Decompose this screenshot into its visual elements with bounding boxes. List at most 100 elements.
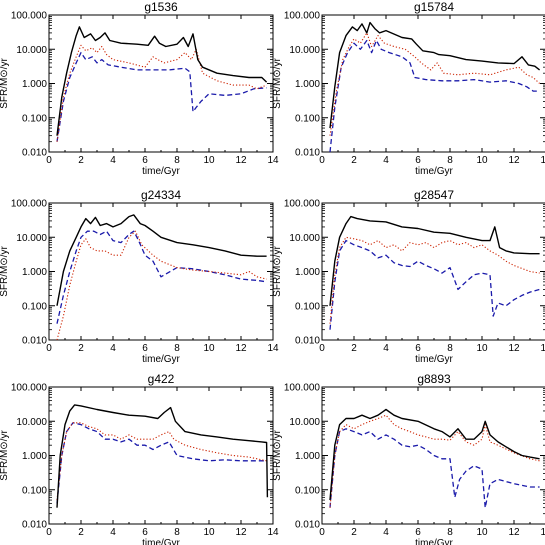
y-axis-label: SFR/M⊙/yr bbox=[0, 246, 10, 297]
plot-frame bbox=[321, 14, 545, 153]
y-tick-label: 0.010 bbox=[295, 148, 320, 159]
x-tick-label: 0 bbox=[46, 155, 52, 166]
y-axis-label: SFR/M⊙/yr bbox=[272, 58, 283, 109]
y-tick-label: 10.000 bbox=[289, 233, 320, 244]
series-line-dotted bbox=[329, 414, 540, 508]
y-axis-label: SFR/M⊙/yr bbox=[272, 246, 283, 297]
x-tick-label: 14 bbox=[267, 155, 279, 166]
y-tick-label: 0.010 bbox=[295, 520, 320, 531]
x-tick-label: 2 bbox=[351, 343, 357, 354]
x-tick-label: 12 bbox=[508, 155, 520, 166]
x-tick-label: 14 bbox=[267, 527, 279, 538]
x-tick-label: 8 bbox=[174, 155, 180, 166]
x-axis-label: time/Gyr bbox=[142, 166, 180, 177]
y-tick-label: 10.000 bbox=[289, 417, 320, 428]
y-tick-label: 10.000 bbox=[16, 233, 47, 244]
series-line-solid bbox=[56, 26, 268, 136]
x-tick-label: 0 bbox=[46, 343, 52, 354]
series-line-dotted bbox=[56, 44, 267, 142]
x-axis-label: time/Gyr bbox=[142, 538, 180, 545]
x-tick-label: 4 bbox=[383, 343, 389, 354]
y-tick-label: 100.000 bbox=[284, 383, 321, 394]
x-tick-label: 8 bbox=[174, 343, 180, 354]
x-tick-label: 4 bbox=[110, 527, 116, 538]
x-tick-label: 8 bbox=[447, 155, 453, 166]
series-line-dotted bbox=[56, 230, 267, 341]
y-tick-label: 0.100 bbox=[22, 113, 47, 124]
chart-panel: g1536 0 2 4 6 8 10 12 14 0.010 0.100 1.000 10.000 100… bbox=[0, 0, 279, 177]
x-tick-label: 10 bbox=[203, 155, 215, 166]
plot-frame bbox=[321, 202, 545, 341]
series-line-dashed bbox=[329, 239, 540, 330]
x-tick-label: 6 bbox=[142, 343, 148, 354]
series-line-solid bbox=[56, 404, 269, 508]
x-tick-label: 2 bbox=[78, 527, 84, 538]
x-axis-label: time/Gyr bbox=[142, 354, 180, 365]
y-tick-label: 100.000 bbox=[11, 383, 48, 394]
chart-title: g28547 bbox=[414, 188, 454, 202]
x-tick-label: 10 bbox=[203, 343, 215, 354]
x-tick-label: 8 bbox=[174, 527, 180, 538]
x-tick-label: 10 bbox=[203, 527, 215, 538]
y-tick-label: 0.100 bbox=[295, 113, 320, 124]
chart-panel: g422 0 2 4 6 8 10 12 14 0.010 0.100 1.000 10.000 100.… bbox=[0, 372, 279, 545]
x-tick-label: 6 bbox=[142, 155, 148, 166]
y-tick-label: 1.000 bbox=[22, 79, 47, 90]
x-tick-label: 10 bbox=[476, 155, 488, 166]
y-tick-label: 0.010 bbox=[22, 336, 47, 347]
x-tick-label: 8 bbox=[447, 527, 453, 538]
y-axis-label: SFR/M⊙/yr bbox=[272, 430, 283, 481]
series-line-solid bbox=[56, 214, 267, 306]
y-tick-label: 0.010 bbox=[22, 520, 47, 531]
y-tick-label: 1.000 bbox=[295, 267, 320, 278]
series-line-dashed bbox=[329, 39, 540, 153]
y-tick-label: 10.000 bbox=[16, 45, 47, 56]
x-tick-label: 4 bbox=[383, 527, 389, 538]
y-axis-label: SFR/M⊙/yr bbox=[0, 58, 10, 109]
x-tick-label: 10 bbox=[476, 527, 488, 538]
x-tick-label: 8 bbox=[447, 343, 453, 354]
y-tick-label: 100.000 bbox=[11, 11, 48, 22]
x-tick-label: 0 bbox=[319, 343, 325, 354]
x-tick-label: 14 bbox=[267, 343, 279, 354]
y-tick-label: 10.000 bbox=[289, 45, 320, 56]
x-tick-label: 12 bbox=[508, 343, 520, 354]
plot-frame bbox=[48, 386, 274, 525]
x-tick-label: 6 bbox=[415, 527, 421, 538]
y-tick-label: 0.010 bbox=[22, 148, 47, 159]
chart-panel: g28547 0 2 4 6 8 10 12 14 0.010 0.100 1.000 10.000 10… bbox=[272, 188, 545, 365]
chart-title: g8893 bbox=[417, 372, 451, 386]
chart-title: g422 bbox=[148, 372, 175, 386]
series-line-dashed bbox=[56, 51, 267, 142]
x-tick-label: 12 bbox=[235, 527, 247, 538]
y-tick-label: 0.100 bbox=[22, 485, 47, 496]
x-tick-label: 2 bbox=[78, 343, 84, 354]
x-tick-label: 2 bbox=[351, 527, 357, 538]
series-line-dashed bbox=[56, 230, 267, 324]
chart-panel: g24334 0 2 4 6 8 10 12 14 0.010 0.100 1.000 10.000 10… bbox=[0, 188, 279, 365]
x-axis-label: time/Gyr bbox=[415, 166, 453, 177]
x-tick-label: 2 bbox=[351, 155, 357, 166]
y-tick-label: 0.100 bbox=[295, 301, 320, 312]
y-tick-label: 0.010 bbox=[295, 336, 320, 347]
x-tick-label: 4 bbox=[383, 155, 389, 166]
x-tick-label: 6 bbox=[415, 343, 421, 354]
x-tick-label: 4 bbox=[110, 343, 116, 354]
y-tick-label: 10.000 bbox=[16, 417, 47, 428]
x-tick-label: 14 bbox=[540, 155, 545, 166]
x-tick-label: 14 bbox=[540, 343, 545, 354]
series-line-solid bbox=[329, 21, 541, 129]
x-tick-label: 6 bbox=[142, 527, 148, 538]
y-tick-label: 100.000 bbox=[11, 199, 48, 210]
y-tick-label: 1.000 bbox=[295, 79, 320, 90]
x-tick-label: 12 bbox=[235, 155, 247, 166]
y-tick-label: 100.000 bbox=[284, 11, 321, 22]
chart-panel: g8893 0 2 4 6 8 10 12 14 0.010 0.100 1.000 10.000 100… bbox=[272, 372, 545, 545]
chart-title: g1536 bbox=[144, 0, 178, 14]
series-line-dashed bbox=[329, 428, 540, 509]
x-tick-label: 0 bbox=[46, 527, 52, 538]
chart-panel: g15784 0 2 4 6 8 10 12 14 0.010 0.100 1.000 10.000 10… bbox=[272, 0, 545, 177]
y-tick-label: 1.000 bbox=[295, 451, 320, 462]
y-tick-label: 1.000 bbox=[22, 451, 47, 462]
